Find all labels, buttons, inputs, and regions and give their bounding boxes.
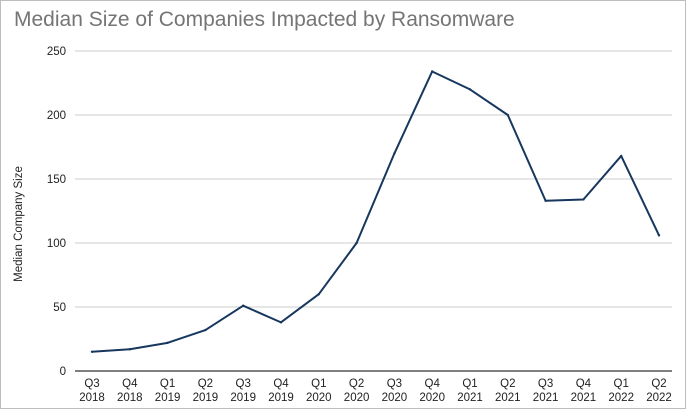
data-point (468, 88, 472, 91)
x-tick-label: Q2 2019 (193, 378, 219, 404)
series-line (91, 70, 660, 353)
x-tick-label: Q2 2022 (646, 378, 672, 404)
x-tick-label: Q3 2020 (382, 378, 408, 404)
data-point (544, 199, 547, 202)
y-tick-label: 200 (47, 110, 66, 122)
y-tick-label: 250 (47, 46, 66, 58)
x-tick-label: Q4 2020 (419, 378, 445, 404)
x-tick-label: Q1 2019 (155, 378, 181, 404)
x-tick-label: Q4 2019 (268, 378, 294, 404)
data-point (355, 241, 358, 245)
series-group (90, 70, 661, 353)
data-point (128, 348, 131, 351)
data-point (506, 113, 509, 117)
data-point (620, 154, 623, 158)
y-tick-label: 0 (60, 366, 66, 378)
x-tick-label: Q3 2018 (79, 378, 105, 404)
data-point (393, 152, 396, 155)
data-point (204, 328, 207, 332)
data-point (657, 234, 661, 237)
x-tick-label: Q4 2021 (571, 378, 597, 404)
data-point (279, 321, 283, 324)
chart-title: Median Size of Companies Impacted by Ran… (14, 8, 515, 31)
data-point (90, 350, 94, 353)
x-tick-label: Q1 2022 (608, 378, 634, 404)
y-tick-label: 50 (53, 302, 66, 314)
x-tick-label: Q3 2021 (533, 378, 559, 404)
data-point (582, 198, 585, 201)
data-point (431, 70, 434, 73)
y-axis-ticks: 0 50 100 150 200 250 (47, 46, 66, 378)
data-point (166, 341, 169, 345)
data-point (317, 293, 320, 296)
x-tick-label: Q1 2021 (457, 378, 483, 404)
x-tick-label: Q2 2020 (344, 378, 370, 404)
data-point (242, 304, 245, 307)
x-tick-label: Q1 2020 (306, 378, 332, 404)
y-tick-label: 100 (47, 238, 66, 250)
x-tick-label: Q3 2019 (230, 378, 256, 404)
x-tick-label: Q2 2021 (495, 378, 521, 404)
y-tick-label: 150 (47, 174, 66, 186)
y-axis-label: Median Company Size (13, 166, 25, 282)
x-tick-label: Q4 2018 (117, 378, 143, 404)
x-axis-ticks: Q3 2018 Q4 2018 Q1 2019 Q2 2019 Q3 2019 Q4 2019 Q1 20… (79, 378, 672, 404)
gridlines (75, 50, 672, 372)
